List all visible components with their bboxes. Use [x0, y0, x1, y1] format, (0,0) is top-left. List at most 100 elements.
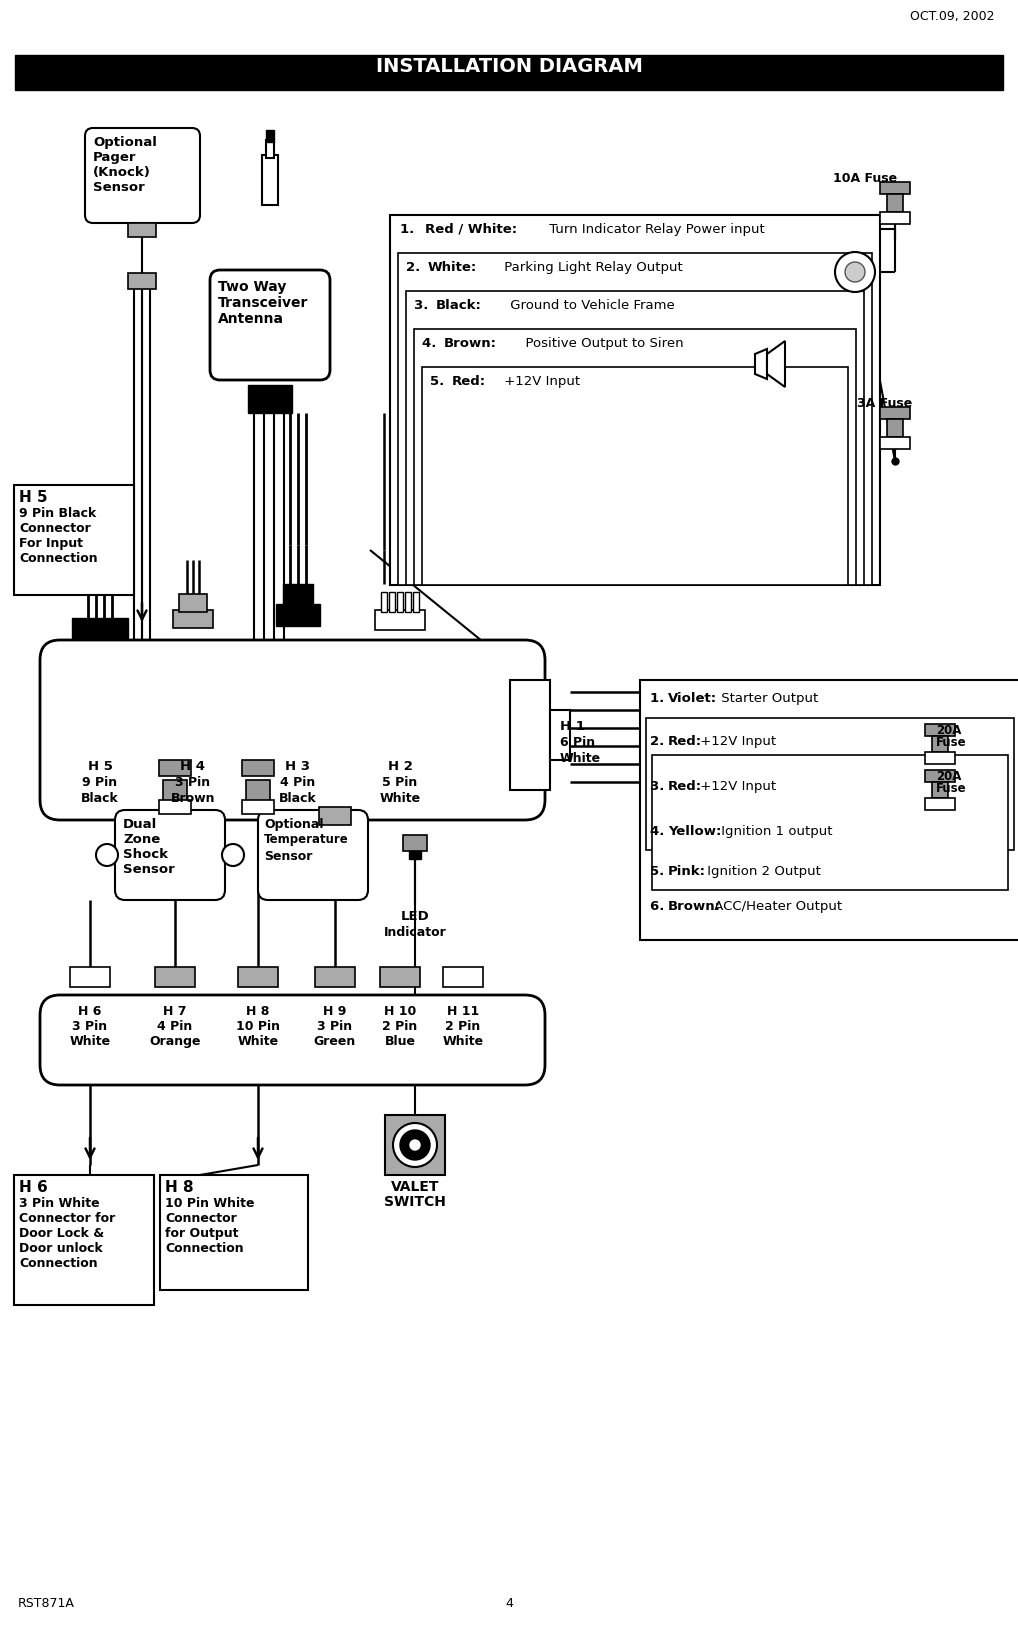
Text: H 3: H 3: [285, 760, 310, 773]
Bar: [414, 328, 856, 585]
Bar: [128, 223, 156, 237]
Text: 1.: 1.: [651, 692, 669, 705]
Text: White: White: [69, 1035, 111, 1048]
FancyBboxPatch shape: [115, 809, 225, 900]
Text: +12V Input: +12V Input: [696, 780, 776, 793]
Bar: [381, 592, 387, 613]
Polygon shape: [767, 341, 785, 387]
Text: Transceiver: Transceiver: [218, 296, 308, 310]
Circle shape: [222, 843, 244, 866]
Text: Optional: Optional: [93, 136, 157, 150]
Text: 10 Pin: 10 Pin: [236, 1020, 280, 1034]
Bar: [443, 967, 483, 986]
Circle shape: [96, 843, 118, 866]
Text: 4: 4: [505, 1597, 513, 1610]
Text: LED: LED: [401, 910, 430, 923]
Text: Red:: Red:: [668, 780, 702, 793]
Text: Door Lock &: Door Lock &: [19, 1227, 104, 1240]
Text: H 1: H 1: [560, 720, 585, 733]
Bar: [510, 679, 550, 790]
Text: Blue: Blue: [385, 1035, 415, 1048]
Text: H 10: H 10: [384, 1004, 416, 1017]
Text: White: White: [560, 752, 601, 765]
Text: Red:: Red:: [668, 734, 702, 748]
Bar: [925, 770, 955, 782]
Text: 3.: 3.: [651, 780, 669, 793]
Bar: [640, 679, 1018, 939]
Circle shape: [410, 1141, 420, 1150]
Circle shape: [400, 1129, 430, 1160]
Text: Violet:: Violet:: [668, 692, 717, 705]
Bar: [880, 211, 910, 224]
Bar: [173, 609, 213, 627]
Text: Door unlock: Door unlock: [19, 1242, 103, 1254]
Text: Yellow:: Yellow:: [668, 826, 722, 838]
Text: 4 Pin: 4 Pin: [158, 1020, 192, 1034]
Bar: [409, 852, 421, 860]
Bar: [248, 385, 292, 413]
Text: Pink:: Pink:: [668, 864, 706, 878]
Bar: [403, 835, 427, 852]
Bar: [266, 130, 274, 141]
Bar: [276, 604, 320, 626]
Bar: [128, 273, 156, 289]
Bar: [389, 592, 395, 613]
Bar: [422, 367, 848, 585]
Bar: [925, 752, 955, 764]
Text: 3 Pin White: 3 Pin White: [19, 1198, 100, 1211]
Text: Brown: Brown: [171, 791, 215, 804]
Bar: [163, 780, 187, 803]
Text: 2 Pin: 2 Pin: [383, 1020, 417, 1034]
Text: 9 Pin: 9 Pin: [82, 777, 117, 790]
Circle shape: [393, 1123, 437, 1167]
Text: Black: Black: [279, 791, 317, 804]
Text: Brown:: Brown:: [444, 336, 497, 349]
Text: RST871A: RST871A: [18, 1597, 75, 1610]
Text: For Input: For Input: [19, 536, 83, 549]
Bar: [390, 214, 880, 585]
Bar: [315, 967, 355, 986]
Bar: [283, 583, 313, 606]
Bar: [242, 800, 274, 814]
Text: Sensor: Sensor: [264, 850, 313, 863]
Bar: [246, 780, 270, 803]
Bar: [413, 592, 419, 613]
Text: H 7: H 7: [163, 1004, 186, 1017]
Text: Connector: Connector: [165, 1212, 237, 1225]
Bar: [646, 718, 1014, 850]
Bar: [406, 291, 864, 585]
Text: OCT.09, 2002: OCT.09, 2002: [910, 10, 995, 23]
Text: for Output: for Output: [165, 1227, 238, 1240]
Text: Turn Indicator Relay Power input: Turn Indicator Relay Power input: [545, 223, 765, 236]
Text: 10 Pin White: 10 Pin White: [165, 1198, 254, 1211]
Bar: [880, 406, 910, 419]
Text: Fuse: Fuse: [936, 782, 967, 795]
Text: Brown:: Brown:: [668, 900, 721, 913]
Text: White: White: [380, 791, 420, 804]
Text: +12V Input: +12V Input: [696, 734, 776, 748]
Text: Black:: Black:: [436, 299, 482, 312]
Text: 1.: 1.: [400, 223, 418, 236]
FancyBboxPatch shape: [40, 994, 545, 1086]
Bar: [887, 419, 903, 437]
Bar: [932, 736, 948, 752]
Text: (Knock): (Knock): [93, 166, 151, 179]
Bar: [319, 808, 351, 826]
Text: 4 Pin: 4 Pin: [280, 777, 316, 790]
Text: Sensor: Sensor: [93, 180, 145, 193]
Bar: [932, 782, 948, 798]
Bar: [159, 800, 191, 814]
Bar: [887, 193, 903, 211]
Text: Parking Light Relay Output: Parking Light Relay Output: [500, 262, 683, 275]
Text: 2.: 2.: [651, 734, 669, 748]
Text: Red:: Red:: [452, 375, 487, 388]
Text: 20A: 20A: [936, 725, 961, 738]
Text: Connection: Connection: [19, 552, 98, 565]
Text: 3 Pin: 3 Pin: [72, 1020, 108, 1034]
Text: 4.: 4.: [651, 826, 669, 838]
Text: 6 Pin: 6 Pin: [560, 736, 596, 749]
Bar: [550, 710, 570, 760]
Bar: [398, 254, 872, 585]
Text: 2.: 2.: [406, 262, 425, 275]
Circle shape: [835, 252, 875, 292]
